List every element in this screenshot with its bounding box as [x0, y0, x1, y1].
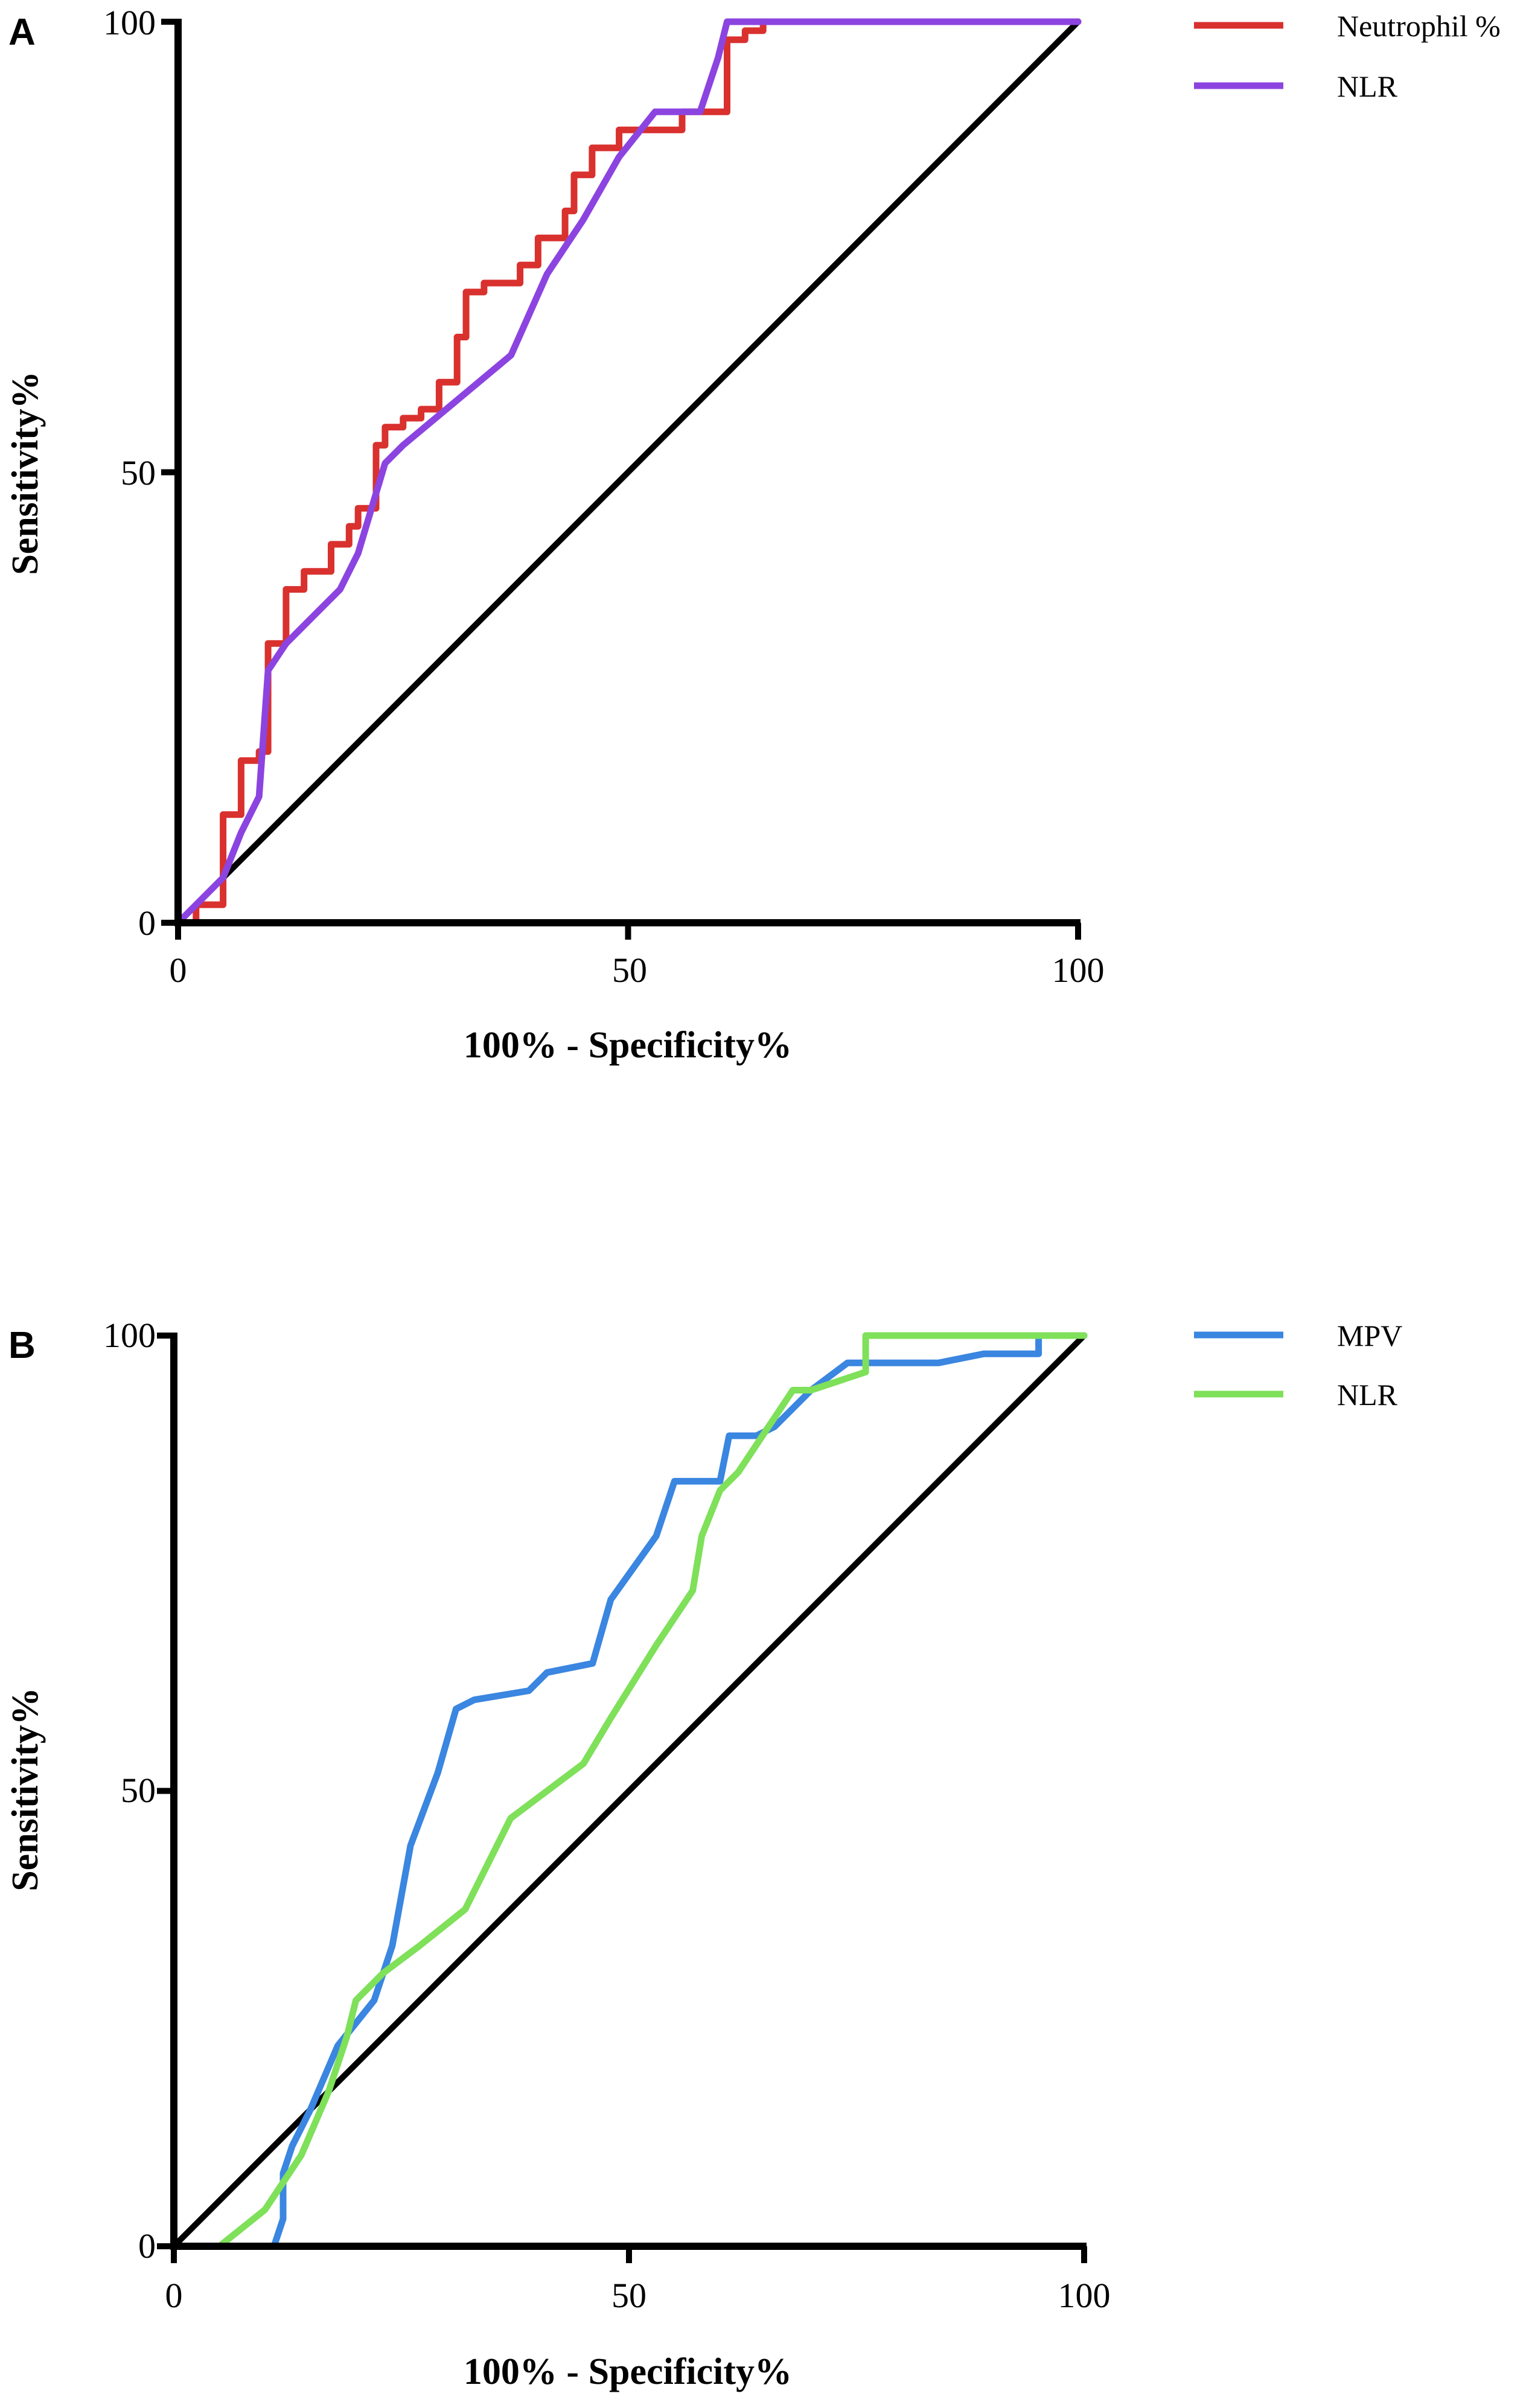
panel-a-y-tick-50: 50	[121, 453, 156, 492]
panel-a-y-tick-0: 0	[138, 903, 156, 943]
panel-a-reference-line	[175, 19, 1081, 926]
panel-a-x-tick-50: 50	[612, 951, 647, 990]
panel-a-x-axis-title: 100% - Specificity%	[464, 1025, 792, 1066]
panel-b-x-tick-50: 50	[611, 2276, 646, 2315]
panel-b-x-tick-100: 100	[1058, 2276, 1111, 2315]
panel-b-series-nlr	[170, 1332, 1088, 2250]
panel-b-y-tick-0: 0	[138, 2226, 156, 2266]
panel-b-y-ticks: 100 50 0	[103, 1316, 156, 2266]
panel-b-legend-label-nlr: NLR	[1337, 1378, 1398, 1412]
panel-a-y-tick-100: 100	[103, 3, 156, 42]
panel-b-y-axis-title: Sensitivity%	[5, 1687, 46, 1891]
panel-a-y-axis-title: Sensitivity%	[5, 371, 46, 575]
panel-b-x-ticks: 0 50 100	[165, 2276, 1111, 2315]
panel-a-y-ticks: 100 50 0	[103, 3, 156, 943]
panel-b-x-axis-title: 100% - Specificity%	[464, 2351, 792, 2392]
panel-b-plot-area	[157, 1332, 1088, 2263]
panel-b-label: B	[8, 1325, 36, 1366]
panel-b-y-tick-50: 50	[121, 1771, 156, 1810]
panel-b-legend-label-mpv: MPV	[1337, 1319, 1402, 1352]
panel-a-label: A	[8, 11, 36, 53]
panel-b-chart: B 100 50 0 0 50 100 100% - Specificity% …	[5, 1316, 1402, 2392]
panel-a-x-tick-100: 100	[1052, 951, 1105, 990]
panel-a-axes	[161, 19, 1081, 940]
panel-a-legend-label-nlr: NLR	[1337, 69, 1398, 103]
panel-a-legend-label-neutrophil: Neutrophil %	[1337, 9, 1501, 43]
panel-a-chart: A 100 50 0 0 50 100 100% - Specificity% …	[5, 3, 1501, 1066]
panel-b-x-tick-0: 0	[165, 2276, 183, 2315]
panel-a-x-ticks: 0 50 100	[170, 951, 1105, 990]
panel-b-y-tick-100: 100	[103, 1316, 156, 1355]
panel-a-series-nlr	[174, 18, 1082, 926]
panel-b-axes	[157, 1333, 1087, 2263]
panel-a-plot-area	[161, 18, 1082, 940]
panel-b-series-mpv	[170, 1332, 1088, 2250]
panel-a-x-tick-0: 0	[170, 951, 187, 990]
